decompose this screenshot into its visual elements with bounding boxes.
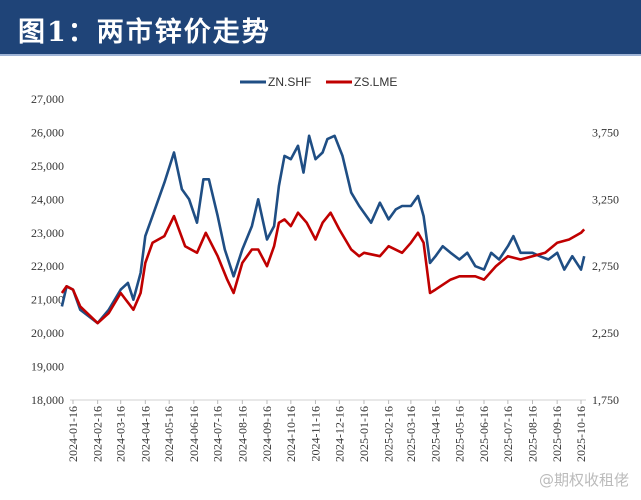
y-right-tick-label: 1,750 — [592, 393, 619, 407]
y-left-tick-label: 18,000 — [31, 393, 64, 407]
legend-label: ZS.LME — [354, 75, 397, 89]
x-tick-label: 2024-05-16 — [162, 406, 176, 462]
y-left-tick-label: 23,000 — [31, 226, 64, 240]
x-tick-label: 2024-12-16 — [332, 406, 346, 462]
y-left-tick-label: 25,000 — [31, 159, 64, 173]
y-right-tick-label: 3,250 — [592, 192, 619, 206]
y-left-tick-label: 22,000 — [31, 259, 64, 273]
x-tick-label: 2025-09-16 — [550, 406, 564, 462]
y-left-tick-label: 20,000 — [31, 326, 64, 340]
x-tick-label: 2024-09-16 — [260, 406, 274, 462]
series-line-zs-lme — [60, 211, 586, 325]
x-tick-label: 2025-03-16 — [404, 406, 418, 462]
x-tick-label: 2025-04-16 — [429, 406, 443, 462]
legend-label: ZN.SHF — [268, 75, 311, 89]
title-bar: 图1：两市锌价走势 — [0, 0, 641, 56]
x-tick-label: 2025-07-16 — [501, 406, 515, 462]
x-tick-label: 2024-02-16 — [91, 406, 105, 462]
y-left-tick-label: 26,000 — [31, 125, 64, 139]
y-left-tick-label: 27,000 — [31, 92, 64, 106]
y-left-tick-label: 19,000 — [31, 360, 64, 374]
series-line-zn-shf — [60, 134, 586, 325]
x-tick-label: 2025-08-16 — [526, 406, 540, 462]
y-right-tick-label: 3,750 — [592, 125, 619, 139]
figure-title: 图1：两市锌价走势 — [18, 17, 271, 48]
x-tick-label: 2025-10-16 — [574, 406, 588, 462]
y-right-tick-label: 2,250 — [592, 326, 619, 340]
x-tick-label: 2024-03-16 — [114, 406, 128, 462]
x-tick-label: 2024-06-16 — [187, 406, 201, 462]
x-tick-label: 2025-02-16 — [382, 406, 396, 462]
x-tick-label: 2025-06-16 — [477, 406, 491, 462]
x-tick-label: 2024-11-16 — [308, 406, 322, 462]
y-right-tick-label: 2,750 — [592, 259, 619, 273]
x-tick-label: 2024-07-16 — [211, 406, 225, 462]
x-tick-label: 2024-10-16 — [284, 406, 298, 462]
x-tick-label: 2024-04-16 — [138, 406, 152, 462]
watermark: @期权收租佬 — [538, 471, 629, 489]
x-tick-label: 2025-01-16 — [357, 406, 371, 462]
x-tick-label: 2024-01-16 — [66, 406, 80, 462]
x-tick-label: 2024-08-16 — [235, 406, 249, 462]
y-left-tick-label: 24,000 — [31, 192, 64, 206]
y-left-tick-label: 21,000 — [31, 293, 64, 307]
x-tick-label: 2025-05-16 — [452, 406, 466, 462]
